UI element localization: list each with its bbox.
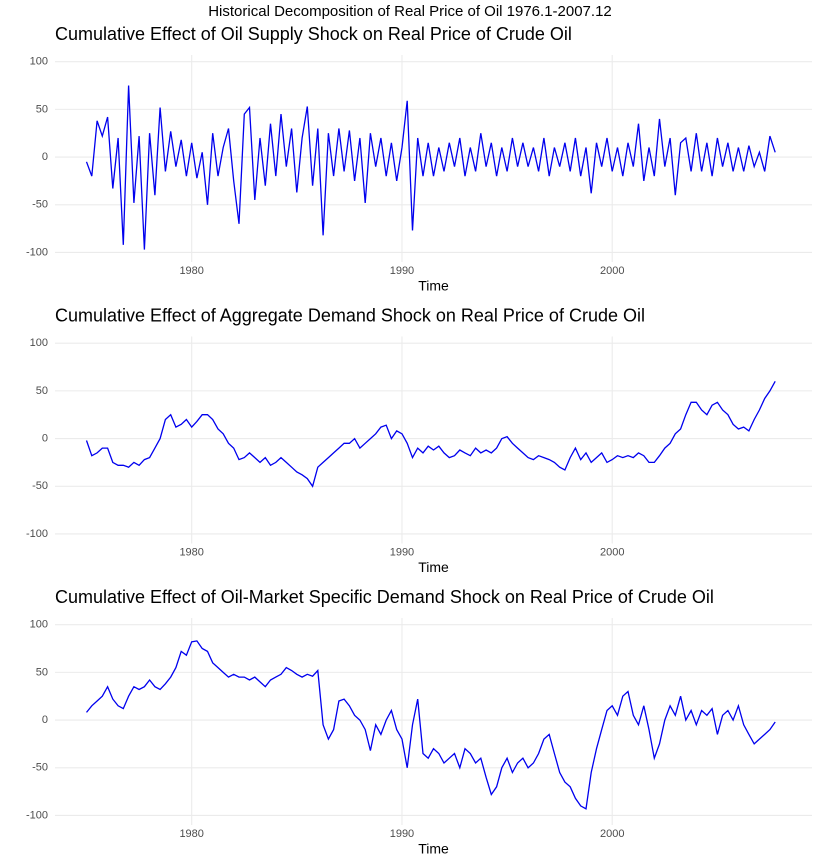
x-tick-label: 2000 bbox=[600, 265, 624, 277]
y-tick-label: 50 bbox=[36, 385, 48, 397]
x-tick-label: 1980 bbox=[179, 828, 203, 840]
data-line bbox=[85, 85, 776, 250]
panel-title: Cumulative Effect of Oil-Market Specific… bbox=[55, 587, 714, 607]
y-tick-label: 50 bbox=[36, 103, 48, 115]
y-tick-label: -50 bbox=[32, 199, 48, 211]
y-tick-label: 0 bbox=[42, 432, 48, 444]
x-axis-label: Time bbox=[418, 841, 449, 857]
y-tick-label: -50 bbox=[32, 762, 48, 774]
panel-title: Cumulative Effect of Aggregate Demand Sh… bbox=[55, 305, 645, 325]
x-tick-label: 1980 bbox=[179, 546, 203, 558]
x-tick-label: 1980 bbox=[179, 265, 203, 277]
x-axis-label: Time bbox=[418, 559, 449, 575]
panel-title: Cumulative Effect of Oil Supply Shock on… bbox=[55, 24, 572, 44]
y-tick-label: 100 bbox=[30, 337, 48, 349]
x-axis-label: Time bbox=[418, 278, 449, 294]
x-tick-label: 1990 bbox=[390, 546, 414, 558]
data-line bbox=[85, 380, 776, 488]
y-tick-label: 100 bbox=[30, 56, 48, 68]
y-tick-label: -100 bbox=[26, 809, 48, 821]
y-tick-label: 0 bbox=[42, 151, 48, 163]
y-tick-label: 100 bbox=[30, 619, 48, 631]
y-tick-label: 50 bbox=[36, 666, 48, 678]
y-tick-label: -100 bbox=[26, 528, 48, 540]
data-line bbox=[85, 640, 776, 810]
x-tick-label: 2000 bbox=[600, 546, 624, 558]
x-tick-label: 1990 bbox=[390, 265, 414, 277]
y-tick-label: -50 bbox=[32, 480, 48, 492]
x-tick-label: 1990 bbox=[390, 828, 414, 840]
x-tick-label: 2000 bbox=[600, 828, 624, 840]
y-tick-label: -100 bbox=[26, 246, 48, 258]
page-title: Historical Decomposition of Real Price o… bbox=[208, 3, 612, 20]
y-tick-label: 0 bbox=[42, 714, 48, 726]
